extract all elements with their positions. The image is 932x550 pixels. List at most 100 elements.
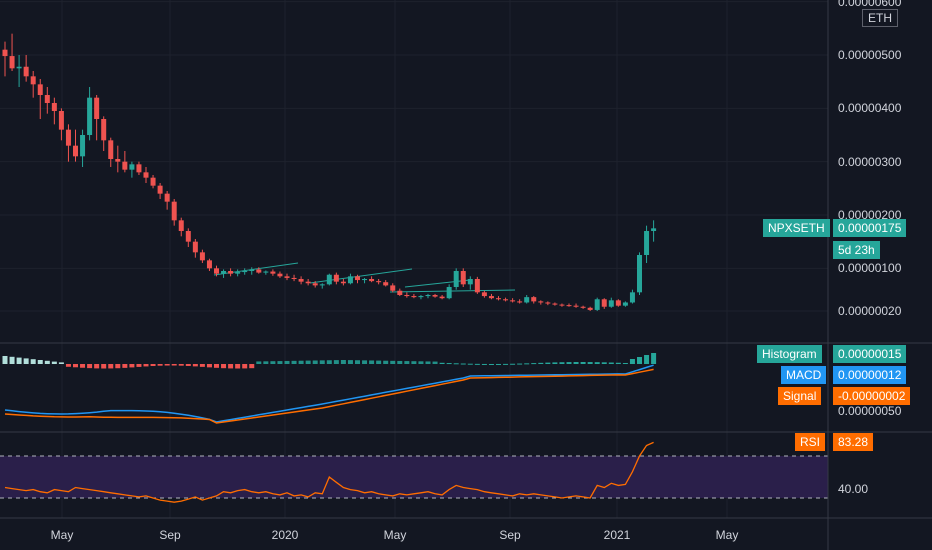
candle-body — [439, 296, 445, 299]
candle — [446, 284, 452, 300]
candle-body — [263, 271, 269, 273]
candle-body — [256, 269, 262, 273]
candle — [37, 79, 43, 119]
histogram-label: Histogram — [757, 345, 822, 363]
histogram-bar — [503, 363, 509, 365]
rsi-axis-label: 40.00 — [838, 482, 869, 496]
symbol-name-tag: NPXSETH — [763, 219, 830, 237]
candle — [651, 220, 657, 242]
histogram-bar — [362, 360, 368, 364]
candle — [333, 272, 339, 285]
macd-label: MACD — [781, 366, 827, 384]
candle-body — [629, 292, 635, 303]
histogram-bar — [65, 364, 71, 367]
candle — [319, 283, 325, 289]
candle — [418, 295, 424, 300]
histogram-bar — [249, 364, 255, 369]
candle — [355, 274, 360, 284]
candle — [23, 55, 29, 82]
candle-body — [277, 273, 283, 277]
histogram-bar — [171, 364, 177, 366]
histogram-bar — [425, 361, 431, 364]
macd-line — [4, 364, 654, 423]
candle-body — [453, 271, 459, 287]
signal-label: Signal — [778, 387, 822, 405]
histogram-bar — [629, 359, 635, 364]
signal-line — [4, 368, 654, 424]
histogram-bar — [552, 362, 558, 364]
candle — [340, 279, 346, 286]
candle — [44, 87, 50, 114]
candle-body — [171, 201, 177, 221]
candle — [270, 269, 276, 276]
macd-histogram — [2, 353, 657, 369]
time-tick-label: May — [50, 528, 74, 542]
histogram-bar — [355, 360, 360, 364]
candle — [615, 299, 621, 307]
histogram-bar — [644, 355, 650, 364]
candle — [622, 301, 628, 307]
histogram-bar — [214, 364, 219, 368]
candle-body — [369, 279, 375, 282]
candle-body — [608, 300, 614, 307]
candle-body — [136, 164, 142, 173]
candle-body — [460, 271, 466, 285]
histogram-bar — [376, 360, 382, 364]
symbol-price-tag: 0.00000175 — [833, 219, 907, 237]
time-tick-label: May — [383, 528, 407, 542]
histogram-bar — [333, 360, 339, 364]
time-tick-label: Sep — [159, 528, 181, 542]
candle-body — [510, 300, 516, 302]
candle — [552, 302, 558, 306]
histogram-bar — [206, 364, 212, 368]
candle-body — [362, 279, 368, 281]
candle — [30, 71, 36, 98]
candle — [305, 279, 311, 286]
candle-body — [185, 231, 191, 242]
candle — [80, 129, 86, 167]
macd-axis-label: 0.00000050 — [838, 404, 902, 418]
candle-body — [58, 111, 64, 130]
histogram-bar — [87, 364, 93, 369]
candle-body — [228, 271, 234, 274]
candle-body — [298, 279, 304, 282]
candle-body — [488, 296, 494, 299]
candle-body — [87, 97, 93, 135]
candle — [397, 288, 403, 297]
candle-body — [37, 84, 43, 95]
candle-body — [531, 297, 537, 302]
candle — [178, 217, 184, 237]
histogram-bar — [418, 361, 424, 364]
candle-body — [326, 274, 332, 285]
histogram-bar — [573, 362, 579, 364]
candle-body — [291, 277, 297, 279]
candle — [362, 277, 368, 284]
macd-lines — [4, 364, 654, 424]
histogram-bar — [129, 364, 135, 368]
candle-body — [622, 302, 628, 306]
candle-body — [164, 193, 170, 202]
candle-body — [157, 185, 163, 194]
histogram-bar — [284, 360, 290, 364]
candle — [566, 303, 572, 307]
candle — [404, 292, 410, 298]
trendline — [309, 268, 413, 284]
candle — [432, 293, 438, 298]
candle — [129, 161, 135, 178]
candle — [185, 228, 191, 247]
candle — [496, 296, 501, 301]
rsi-line — [4, 441, 654, 503]
histogram-bar — [496, 363, 501, 365]
candle-body — [312, 283, 318, 286]
histogram-bar — [51, 361, 57, 364]
histogram-bar — [340, 360, 346, 364]
histogram-bar — [566, 362, 572, 364]
trendline — [213, 262, 299, 276]
currency-badge: ETH — [862, 9, 898, 27]
histogram-bar — [390, 360, 396, 364]
countdown-tag: 5d 23h — [833, 241, 880, 259]
candle-body — [559, 304, 565, 306]
histogram-bar — [474, 363, 480, 365]
